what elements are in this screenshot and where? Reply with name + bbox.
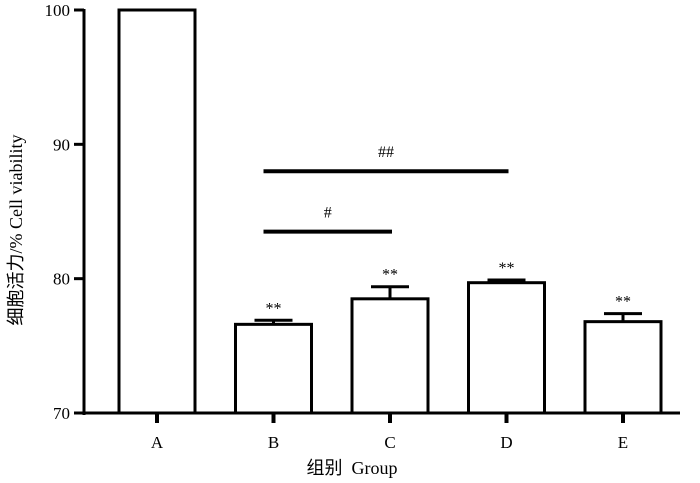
x-tick-label-D: D: [500, 433, 512, 452]
bar-E: [583, 320, 663, 415]
y-tick-label-90: 90: [53, 135, 70, 154]
bar-B: [234, 322, 313, 415]
significance-label-B-D: ##: [378, 144, 394, 161]
significance-stars-E: **: [615, 294, 631, 311]
y-tick-label-80: 80: [53, 270, 70, 289]
y-tick-label-100: 100: [45, 1, 71, 20]
bars: ** ** ** **: [117, 8, 663, 415]
x-tick-label-C: C: [384, 433, 395, 452]
annotations: ###: [263, 144, 509, 234]
bar-C: [350, 297, 430, 415]
y-tick-label-70: 70: [53, 404, 70, 423]
y-axis-title: 细胞活力/% Cell viability: [6, 135, 26, 326]
significance-label-B-C: #: [324, 205, 332, 222]
x-tick-label-E: E: [618, 433, 628, 452]
x-axis-title: 组别 Group: [307, 458, 398, 478]
significance-stars-B: **: [266, 300, 282, 317]
bar-A: [117, 8, 197, 415]
significance-stars-C: **: [382, 267, 398, 284]
bar-D: [467, 281, 546, 415]
significance-stars-D: **: [499, 260, 515, 277]
x-tick-label-B: B: [268, 433, 279, 452]
x-tick-label-A: A: [151, 433, 164, 452]
